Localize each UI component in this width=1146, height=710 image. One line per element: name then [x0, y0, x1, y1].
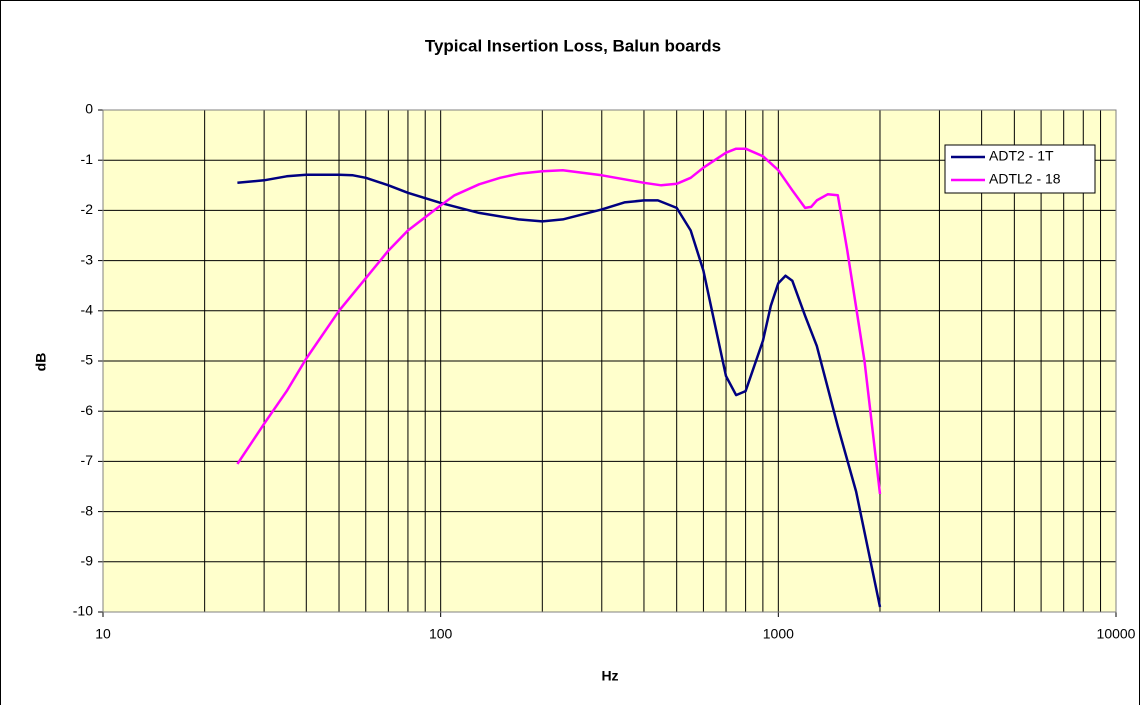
- x-tick-label: 1000: [763, 626, 794, 642]
- y-tick-label: -1: [81, 151, 94, 167]
- y-tick-label: -3: [81, 251, 94, 267]
- y-tick-label: -6: [81, 402, 94, 418]
- x-tick-label: 10000: [1097, 626, 1136, 642]
- plot-border: [102, 109, 1117, 613]
- x-tick-label: 10: [95, 626, 111, 642]
- y-tick-label: -5: [81, 352, 94, 368]
- legend-box: [944, 144, 1096, 194]
- y-tick-label: 0: [85, 101, 93, 117]
- y-tick-label: -2: [81, 201, 94, 217]
- legend-label: ADT2 - 1T: [989, 148, 1054, 164]
- y-tick-label: -9: [81, 553, 94, 569]
- y-tick-label: -8: [81, 502, 94, 518]
- y-tick-label: -10: [73, 603, 93, 619]
- x-axis-label: Hz: [601, 668, 618, 684]
- y-axis-label: dB: [33, 353, 49, 372]
- chart-title: Typical Insertion Loss, Balun boards: [425, 36, 721, 55]
- y-tick-label: -7: [81, 452, 94, 468]
- y-tick-label: -4: [81, 302, 94, 318]
- legend-label: ADTL2 - 18: [989, 171, 1061, 187]
- series-line: [237, 173, 882, 608]
- series-line: [236, 147, 882, 495]
- x-tick-label: 100: [429, 626, 453, 642]
